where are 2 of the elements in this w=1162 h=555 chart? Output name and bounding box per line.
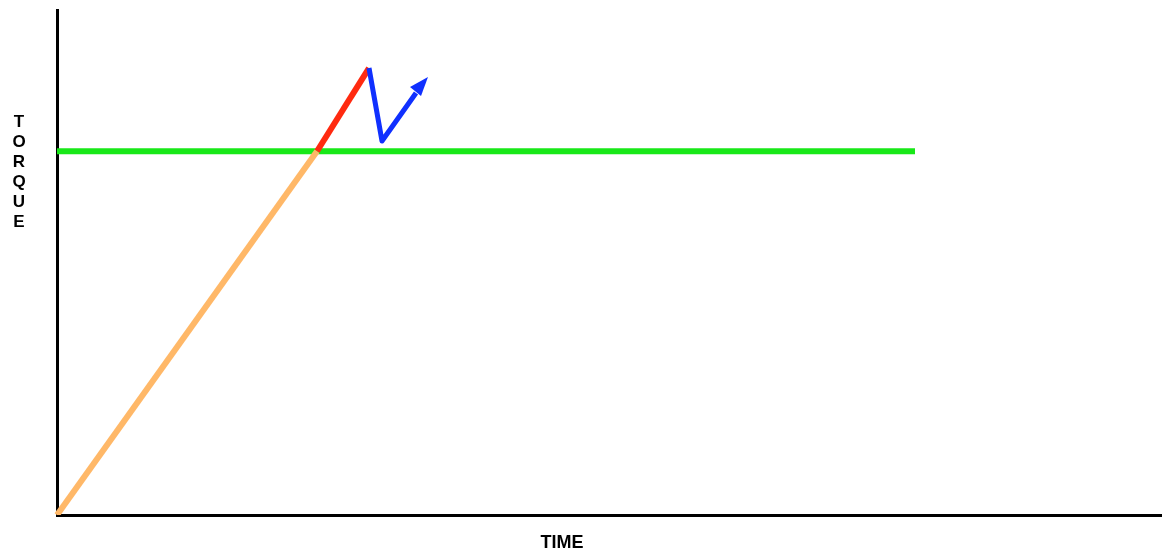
x-axis-title: TIME [539, 532, 585, 553]
y-axis-title: TORQUE [11, 112, 27, 232]
